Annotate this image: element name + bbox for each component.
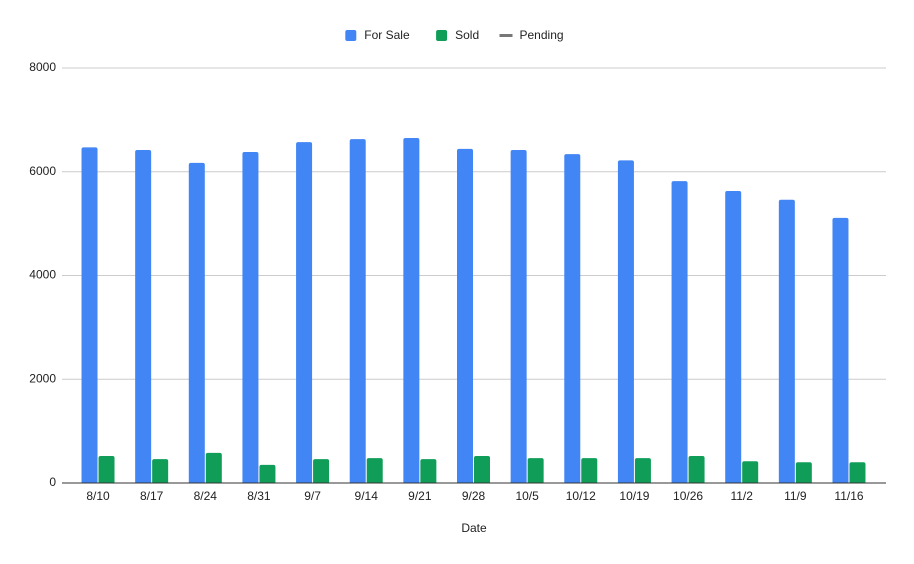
x-tick-label: 11/16: [834, 489, 863, 503]
y-tick-label: 4000: [29, 268, 56, 282]
x-tick-label: 9/7: [304, 489, 321, 503]
bar: [474, 456, 490, 483]
bar: [564, 154, 581, 484]
bar: [135, 149, 152, 483]
bar: [617, 160, 634, 483]
bar: [795, 462, 812, 483]
x-tick-label: 8/10: [86, 489, 110, 503]
x-tick-label: 10/12: [566, 489, 596, 503]
x-tick-label: 8/24: [194, 489, 218, 503]
bar: [527, 458, 544, 483]
y-tick-label: 8000: [29, 60, 56, 74]
bar: [420, 459, 437, 483]
bar: [581, 458, 598, 483]
bar: [188, 162, 205, 483]
bar: [742, 461, 759, 483]
bar: [849, 462, 866, 483]
bar: [296, 142, 313, 483]
bar: [349, 139, 366, 483]
bar: [403, 138, 420, 483]
legend-label: For Sale: [364, 28, 410, 42]
bar: [634, 458, 651, 483]
bar: [313, 459, 330, 483]
y-tick-label: 6000: [29, 164, 56, 178]
x-tick-label: 9/14: [355, 489, 379, 503]
bar: [81, 147, 98, 483]
x-axis-title: Date: [461, 521, 487, 535]
x-tick-label: 8/31: [247, 489, 271, 503]
legend-swatch: [499, 34, 513, 37]
x-tick-label: 8/17: [140, 489, 164, 503]
x-tick-label: 10/5: [515, 489, 539, 503]
bar: [259, 464, 276, 483]
x-tick-label: 10/19: [619, 489, 649, 503]
x-tick-label: 11/9: [784, 489, 807, 503]
bar: [688, 456, 705, 483]
x-tick-label: 11/2: [730, 489, 753, 503]
bar: [242, 152, 259, 483]
bar: [366, 458, 383, 483]
bar: [510, 149, 527, 483]
bar: [671, 181, 688, 483]
bar: [778, 199, 795, 483]
legend-label: Sold: [455, 28, 479, 42]
bar: [832, 217, 849, 483]
bar: [725, 190, 742, 483]
bar: [457, 148, 473, 484]
legend-swatch: [345, 30, 357, 41]
y-tick-label: 0: [49, 475, 56, 489]
x-tick-label: 9/28: [462, 489, 486, 503]
y-tick-label: 2000: [29, 371, 56, 385]
bar: [205, 452, 222, 483]
x-tick-label: 10/26: [673, 489, 703, 503]
legend-label: Pending: [520, 28, 564, 42]
bar: [98, 456, 115, 483]
x-tick-label: 9/21: [408, 489, 432, 503]
legend-swatch: [436, 30, 448, 41]
bar: [152, 459, 169, 483]
